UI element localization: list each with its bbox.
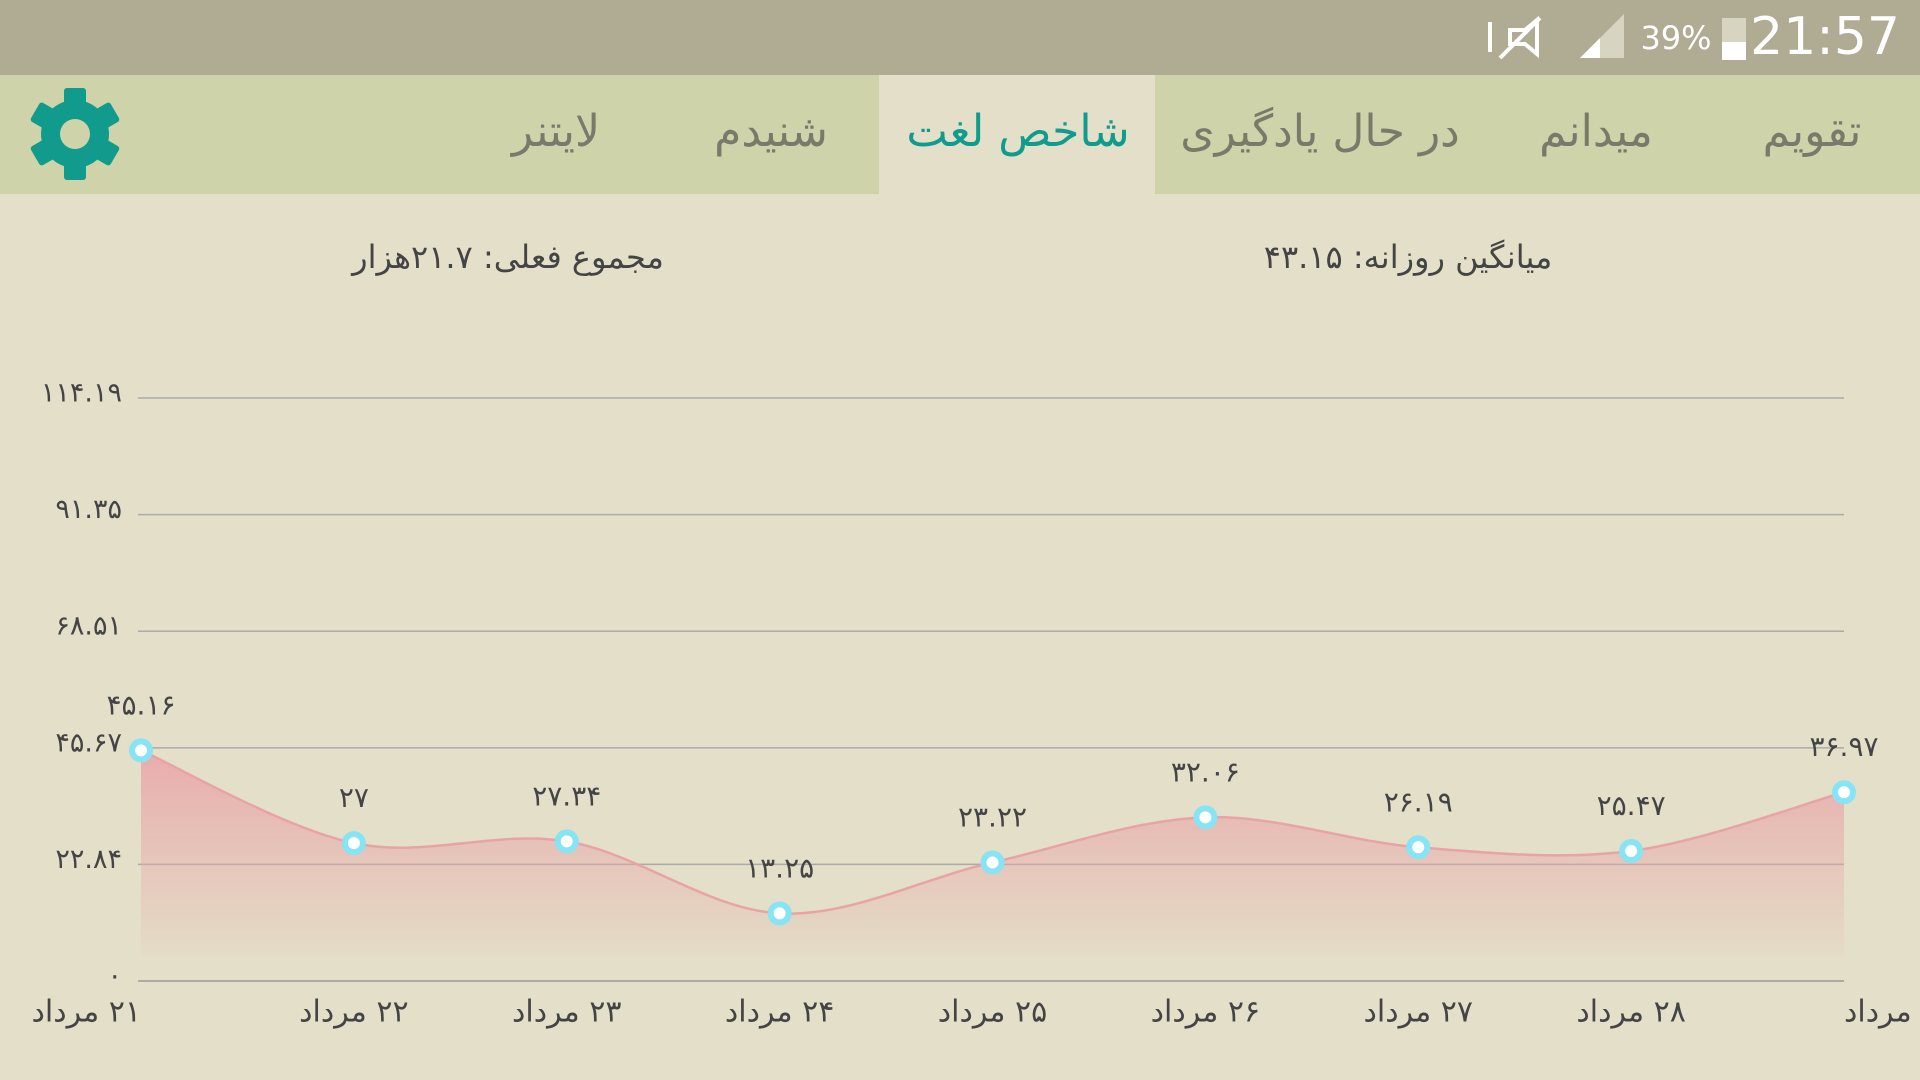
battery-text: 39% [1640, 19, 1711, 57]
x-tick-label: ۲۴ مرداد [725, 995, 834, 1030]
tab[interactable]: تقویم [1763, 106, 1862, 157]
x-tick-label: ۲۳ مرداد [512, 995, 621, 1030]
x-tick-label: ۲۱ مرداد [32, 995, 141, 1030]
y-tick-label: ۶۸.۵۱ [55, 611, 122, 642]
point [129, 738, 153, 763]
x-tick-label: ۲۸ مرداد [1576, 995, 1685, 1030]
point [1406, 835, 1431, 860]
settings-button[interactable] [30, 88, 121, 180]
tabs: تقویم میدانم در حال یادگیری شاخص لغت شنیدم لا… [510, 75, 1861, 194]
tab[interactable]: لایتنر [510, 106, 600, 157]
status-bar [0, 0, 1920, 75]
gear-hole [60, 119, 90, 149]
daily-average: میانگین روزانه: ۴۳.۱۵ [1264, 238, 1553, 276]
x-tick-label: ۲۵ مرداد [938, 995, 1047, 1030]
y-tick-label: ۱۱۴.۱۹ [41, 378, 122, 409]
value-label: ۲۷ [339, 781, 369, 814]
clock: 21:57 [1750, 7, 1900, 67]
y-tick-label: ۴۵.۶۷ [55, 727, 122, 758]
point [1619, 838, 1644, 863]
mute-icon [1488, 15, 1542, 60]
point [1832, 780, 1856, 805]
value-label: ۲۳.۲۲ [958, 800, 1027, 833]
point [767, 901, 792, 926]
point [341, 831, 366, 856]
point [554, 829, 579, 854]
tab[interactable]: میدانم [1539, 106, 1653, 157]
tab[interactable]: شنیدم [714, 106, 828, 157]
battery-level [1722, 42, 1746, 60]
y-tick-label: ۹۱.۳۵ [55, 494, 122, 525]
point [980, 850, 1005, 875]
current-total: مجموع فعلی: ۲۱.۷هزار [350, 238, 664, 276]
area [141, 750, 1844, 956]
active-tab-bg [879, 75, 1155, 194]
value-label: ۲۷.۳۴ [532, 779, 601, 812]
value-label: ۱۳.۲۵ [745, 851, 814, 884]
y-tick-label: ۰ [107, 961, 122, 992]
signal-level [1580, 38, 1600, 58]
value-label: ۴۵.۱۶ [106, 688, 175, 721]
value-label: ۳۶.۹۷ [1809, 730, 1878, 763]
x-tick-label: ۲۷ مرداد [1364, 995, 1473, 1030]
x-tick-label: ۲۲ مرداد [299, 995, 408, 1030]
point [1193, 805, 1218, 830]
tab[interactable]: شاخص لغت [906, 106, 1129, 157]
chart: ۰ ۲۲.۸۴ ۴۵.۶۷ ۶۸.۵۱ ۹۱.۳۵ ۱۱۴.۱۹ ۴۵.۱۶ ۲۱ مرداد… [32, 378, 1920, 1030]
tab[interactable]: در حال یادگیری [1180, 106, 1460, 157]
value-label: ۲۶.۱۹ [1384, 785, 1453, 818]
y-tick-label: ۲۲.۸۴ [55, 844, 122, 875]
x-tick-label: ۲۹ مرداد [1844, 995, 1920, 1030]
x-tick-label: ۲۶ مرداد [1151, 995, 1260, 1030]
value-label: ۳۲.۰۶ [1171, 755, 1240, 788]
value-label: ۲۵.۴۷ [1597, 789, 1666, 822]
